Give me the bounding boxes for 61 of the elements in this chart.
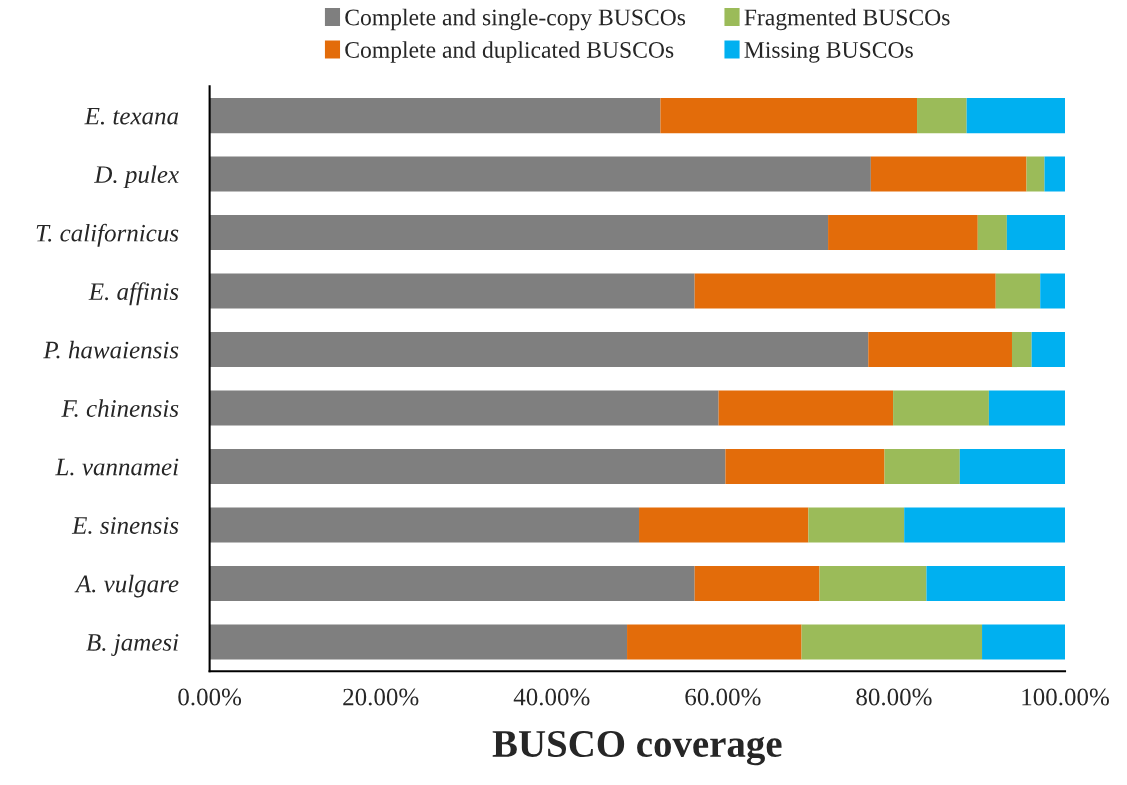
bar: [1040, 273, 1066, 309]
legend-label: Fragmented BUSCOs: [744, 8, 950, 31]
y-tick-label: D. pulex: [94, 165, 179, 189]
bar: [808, 507, 905, 543]
bar: [828, 215, 978, 251]
bar: [209, 390, 719, 426]
bar: [209, 273, 695, 309]
bar: [966, 98, 1066, 134]
bar: [209, 565, 695, 601]
bar: [1011, 331, 1032, 368]
bar: [904, 507, 1066, 543]
bar: [639, 507, 809, 543]
y-tick-label: A. vulgare: [74, 574, 179, 598]
bar: [209, 624, 628, 660]
legend-label: Missing BUSCOs: [744, 42, 913, 63]
bar: [982, 624, 1066, 660]
bar: [893, 390, 989, 426]
bar: [819, 565, 927, 601]
bar: [718, 390, 894, 426]
x-tick-label: 0.00%: [178, 688, 242, 706]
bar: [694, 273, 996, 309]
bar: [209, 507, 640, 543]
bar: [627, 624, 802, 660]
bar: [995, 273, 1041, 309]
bar: [660, 98, 918, 134]
x-tick-label: 60.00%: [685, 688, 761, 706]
bar: [694, 565, 820, 601]
bar: [209, 98, 661, 134]
legend-label: Complete and single-copy BUSCOs: [345, 8, 686, 31]
y-tick-label: E. sinensis: [71, 517, 179, 534]
bar: [1026, 156, 1045, 192]
bar: [801, 624, 983, 660]
bar: [926, 565, 1066, 601]
bar: [1031, 331, 1066, 368]
legend-label: Complete and duplicated BUSCOs: [345, 41, 674, 63]
bar: [917, 98, 967, 134]
y-tick-label: L. vannamei: [55, 458, 179, 476]
bar: [868, 331, 1012, 368]
x-tick-label: 20.00%: [343, 688, 419, 706]
bar: [209, 331, 869, 368]
bar: [988, 390, 1066, 426]
bar: [209, 448, 726, 485]
x-axis-title: BUSCO coverage: [492, 730, 782, 766]
y-tick-label: P. hawaiensis: [43, 340, 179, 359]
bar: [1044, 156, 1066, 192]
y-tick-label: B. jamesi: [86, 634, 179, 656]
bar: [870, 156, 1027, 192]
bar: [884, 448, 960, 485]
bar: [977, 215, 1007, 251]
y-tick-label: E. texana: [84, 107, 179, 125]
x-tick-label: 80.00%: [856, 688, 932, 706]
y-tick-label: F. chinensis: [61, 399, 179, 418]
bar: [1006, 215, 1066, 251]
x-tick-label: 40.00%: [513, 688, 590, 706]
bar: [209, 156, 871, 192]
bar: [959, 448, 1066, 485]
x-tick-label: 100.00%: [1022, 688, 1109, 706]
y-tick-label: E. affinis: [88, 282, 179, 306]
bar: [725, 448, 885, 485]
bar: [209, 215, 829, 251]
y-tick-label: T. californicus: [36, 223, 179, 247]
